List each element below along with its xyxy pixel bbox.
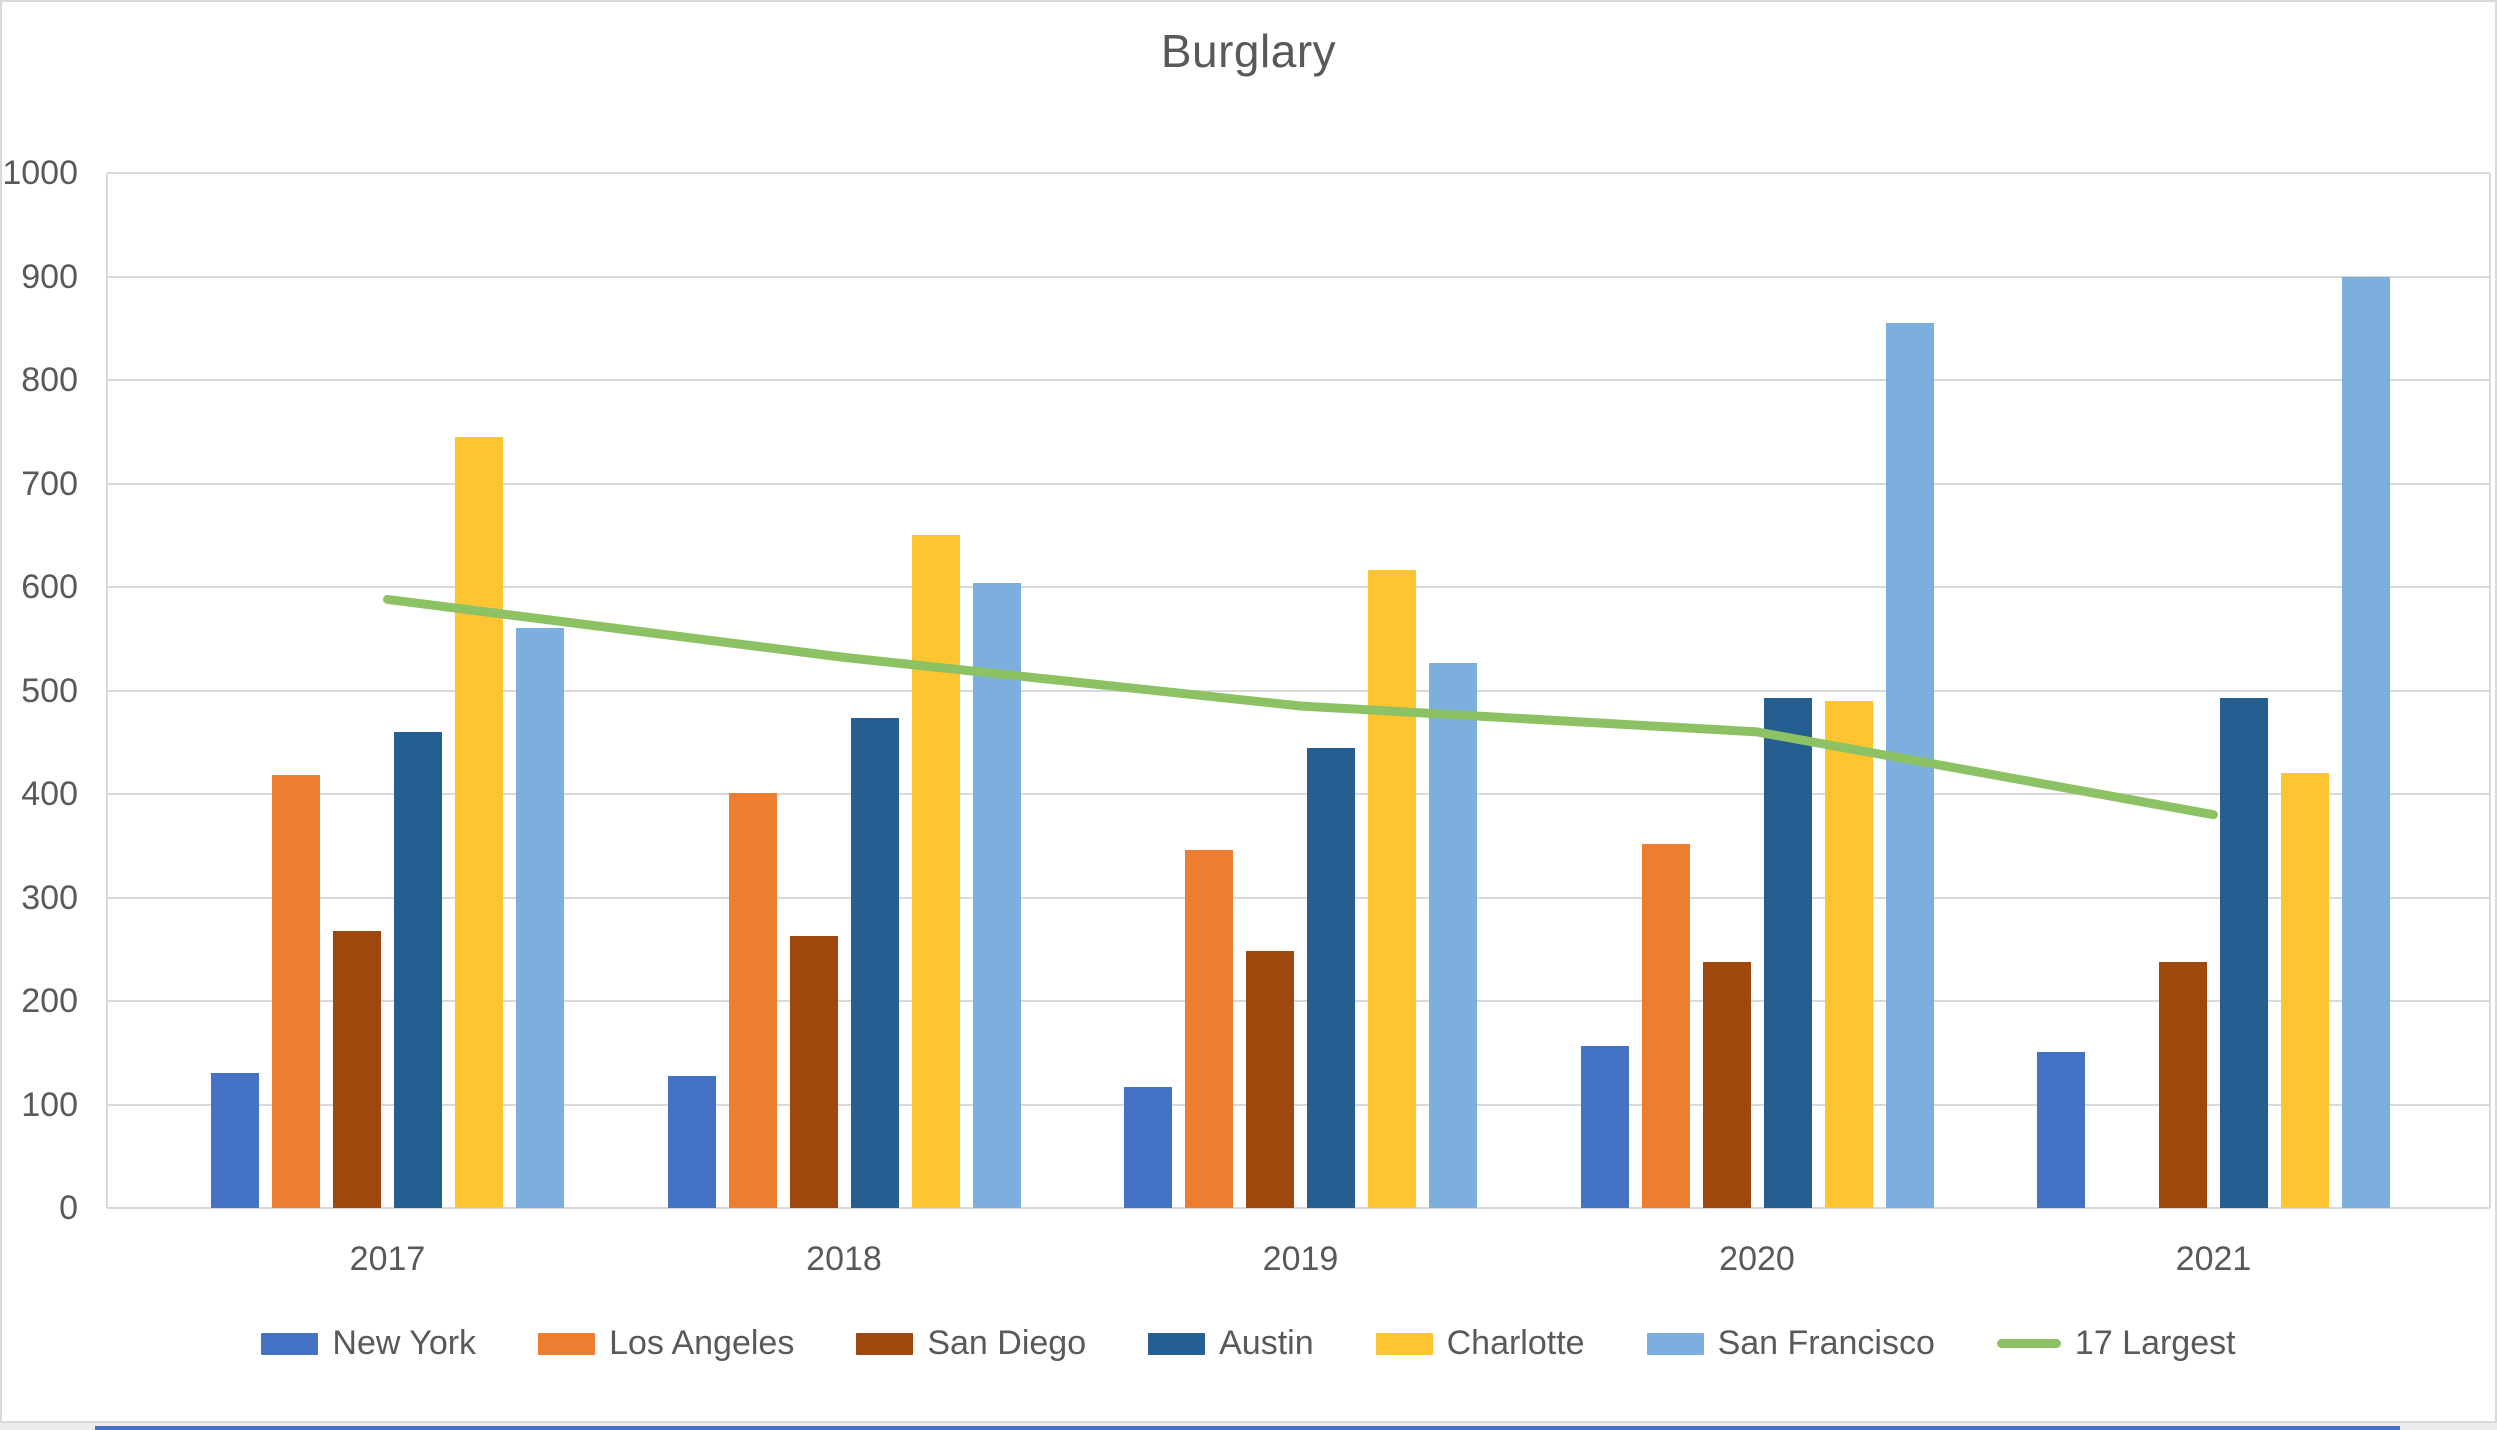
y-axis-tick-200: 200 <box>21 982 78 1020</box>
gridline-300 <box>107 896 2490 899</box>
legend-label-san-diego: San Diego <box>927 1324 1087 1362</box>
y-axis-tick-300: 300 <box>21 878 78 917</box>
legend-label-charlotte: Charlotte <box>1446 1324 1585 1362</box>
gridline-100 <box>107 1103 2490 1106</box>
bar-los-angeles-2018 <box>728 792 777 1208</box>
gridline-0 <box>107 1207 2490 1209</box>
y-axis-tick-900: 900 <box>21 257 78 296</box>
legend-item-austin: Austin <box>1148 1324 1314 1363</box>
x-axis-label-2020: 2020 <box>1719 1240 1795 1278</box>
x-axis-label-2017: 2017 <box>349 1240 426 1278</box>
bar-austin-2018 <box>850 718 899 1208</box>
bar-san-diego-2020 <box>1702 961 1751 1208</box>
bar-los-angeles-2019 <box>1185 849 1233 1208</box>
bar-charlotte-2021 <box>2281 773 2329 1208</box>
legend-line-marker-17-largest <box>1996 1339 2061 1348</box>
bar-charlotte-2020 <box>1824 700 1873 1208</box>
y-axis-tick-700: 700 <box>21 464 78 503</box>
bar-new-york-2019 <box>1124 1086 1172 1208</box>
chart-title: Burglary <box>1160 25 1337 77</box>
bar-san-diego-2019 <box>1246 951 1294 1208</box>
legend-item-new-york: New York <box>261 1324 476 1363</box>
gridline-1000 <box>107 172 2490 174</box>
bar-san-francisco-2017 <box>516 628 564 1208</box>
y-axis-tick-400: 400 <box>21 775 78 813</box>
bar-san-francisco-2020 <box>1885 323 1934 1208</box>
bar-austin-2020 <box>1763 697 1812 1208</box>
legend-item-san-francisco: San Francisco <box>1646 1324 1935 1363</box>
bar-san-francisco-2021 <box>2342 276 2390 1208</box>
bar-san-diego-2017 <box>333 930 381 1208</box>
y-axis-tick-800: 800 <box>21 361 78 399</box>
y-axis-tick-500: 500 <box>21 671 78 710</box>
bar-san-francisco-2019 <box>1429 662 1477 1208</box>
gridline-200 <box>107 1000 2490 1002</box>
bar-austin-2021 <box>2220 697 2268 1208</box>
bar-los-angeles-2017 <box>272 775 320 1208</box>
legend: New York Los Angeles San Diego Austin Ch… <box>2 1324 2495 1363</box>
legend-swatch-austin <box>1148 1332 1206 1355</box>
gridline-900 <box>107 275 2490 278</box>
bar-san-diego-2018 <box>789 935 838 1208</box>
bar-charlotte-2017 <box>455 436 503 1208</box>
trend-line-17-largest <box>383 594 2218 820</box>
bar-new-york-2020 <box>1580 1045 1629 1208</box>
x-axis-label-2021: 2021 <box>2175 1240 2252 1278</box>
y-axis-tick-100: 100 <box>21 1085 78 1124</box>
legend-swatch-san-diego <box>856 1332 914 1355</box>
y-axis-tick-1000: 1000 <box>2 154 78 192</box>
legend-item-los-angeles: Los Angeles <box>538 1324 794 1363</box>
gridline-800 <box>107 379 2490 381</box>
y-axis-tick-0: 0 <box>59 1189 78 1227</box>
gridline-600 <box>107 586 2490 588</box>
legend-label-new-york: New York <box>332 1324 477 1362</box>
bar-new-york-2017 <box>211 1073 259 1208</box>
bar-los-angeles-2020 <box>1641 843 1690 1208</box>
legend-swatch-charlotte <box>1375 1332 1433 1355</box>
legend-item-charlotte: Charlotte <box>1375 1324 1585 1363</box>
bar-charlotte-2018 <box>911 535 960 1208</box>
bar-charlotte-2019 <box>1368 570 1416 1208</box>
bar-austin-2017 <box>394 731 442 1208</box>
x-axis-label-2018: 2018 <box>806 1240 882 1278</box>
legend-label-san-francisco: San Francisco <box>1717 1324 1935 1362</box>
legend-swatch-san-francisco <box>1646 1332 1704 1355</box>
legend-item-17-largest: 17 Largest <box>1996 1324 2236 1363</box>
plot-border-left <box>106 173 108 1208</box>
bar-san-diego-2021 <box>2159 961 2207 1208</box>
legend-label-austin: Austin <box>1219 1324 1314 1362</box>
legend-label-los-angeles: Los Angeles <box>609 1324 795 1362</box>
bar-new-york-2021 <box>2037 1051 2085 1208</box>
x-axis-label-2019: 2019 <box>1262 1240 1339 1278</box>
y-axis-tick-600: 600 <box>21 568 78 606</box>
bar-san-francisco-2018 <box>972 582 1021 1208</box>
bar-austin-2019 <box>1307 748 1355 1208</box>
gridline-700 <box>107 482 2490 485</box>
bottom-edge-strip <box>95 1426 2400 1430</box>
legend-swatch-los-angeles <box>538 1332 596 1355</box>
bar-new-york-2018 <box>667 1075 716 1208</box>
legend-item-san-diego: San Diego <box>856 1324 1086 1363</box>
legend-label-17-largest: 17 Largest <box>2074 1324 2236 1362</box>
legend-swatch-new-york <box>261 1332 319 1355</box>
plot-border-right <box>2489 173 2491 1208</box>
